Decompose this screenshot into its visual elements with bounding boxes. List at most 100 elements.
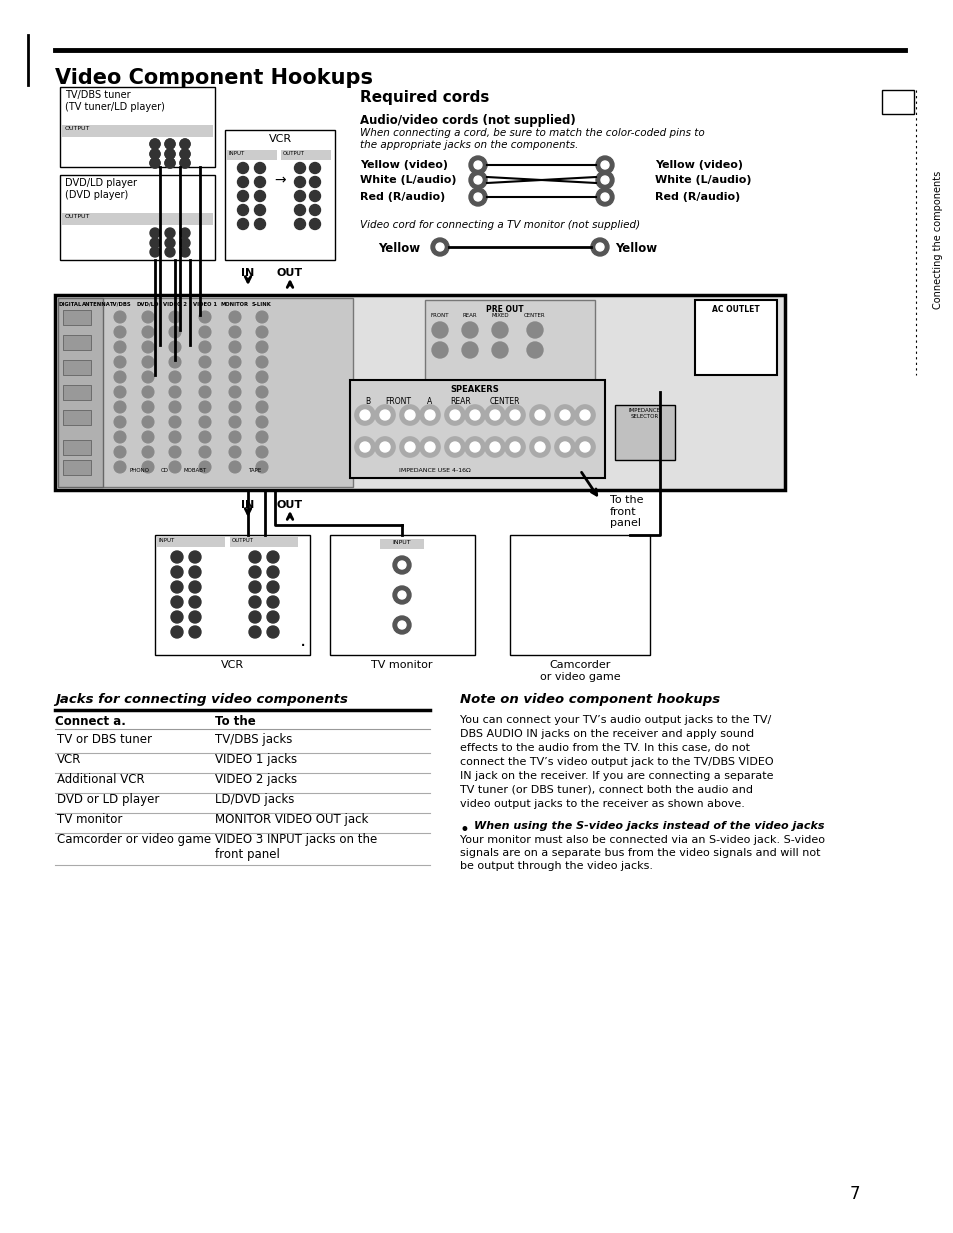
Circle shape [596,243,603,252]
Circle shape [169,326,181,338]
Circle shape [180,238,190,248]
Circle shape [535,411,544,420]
Bar [60,175,214,260]
Text: INPUT: INPUT [159,538,175,543]
Text: Jacks for connecting video components: Jacks for connecting video components [55,693,348,707]
Text: MOBABT: MOBABT [183,469,207,473]
Circle shape [444,436,464,457]
Circle shape [596,157,614,174]
Text: When using the S-video jacks instead of the video jacks: When using the S-video jacks instead of … [474,821,823,831]
Circle shape [405,411,415,420]
Circle shape [64,386,76,398]
Circle shape [469,187,486,206]
Text: To the: To the [214,715,255,727]
Text: White (L/audio): White (L/audio) [359,175,456,185]
Circle shape [199,386,211,398]
Text: REAR: REAR [462,313,476,318]
Circle shape [237,218,248,229]
Text: Yellow (video): Yellow (video) [655,160,742,170]
Circle shape [90,326,102,338]
Circle shape [90,371,102,383]
Text: effects to the audio from the TV. In this case, do not: effects to the audio from the TV. In thi… [459,743,749,753]
Circle shape [113,432,126,443]
Circle shape [171,626,183,637]
Bar [63,411,91,425]
Circle shape [113,446,126,457]
Circle shape [504,404,524,425]
Circle shape [255,371,268,383]
Circle shape [199,356,211,367]
Circle shape [64,326,76,338]
Circle shape [64,401,76,413]
Circle shape [255,311,268,323]
Circle shape [379,441,390,453]
Circle shape [393,616,411,634]
Circle shape [309,218,320,229]
Circle shape [399,436,419,457]
Text: B: B [365,397,370,406]
Text: AC OUTLET: AC OUTLET [711,305,760,314]
Circle shape [294,163,305,174]
Text: TV or DBS tuner: TV or DBS tuner [57,732,152,746]
Circle shape [142,371,153,383]
Text: VCR: VCR [57,753,81,766]
Bar [695,300,776,375]
Circle shape [150,238,160,248]
Circle shape [450,441,459,453]
Text: VIDEO 2: VIDEO 2 [163,302,187,307]
Text: MONITOR VIDEO OUT jack: MONITOR VIDEO OUT jack [214,813,368,826]
Circle shape [169,416,181,428]
Text: FRONT: FRONT [385,397,411,406]
Text: REAR: REAR [450,397,470,406]
Circle shape [424,411,435,420]
Circle shape [90,461,102,473]
Circle shape [555,436,575,457]
Text: PHONO: PHONO [130,469,150,473]
Circle shape [169,371,181,383]
Circle shape [600,194,608,201]
Circle shape [150,228,160,238]
Text: DVD/LD player
(DVD player): DVD/LD player (DVD player) [65,178,137,200]
Circle shape [267,581,278,593]
Circle shape [432,342,448,358]
Circle shape [171,596,183,608]
Circle shape [90,432,102,443]
Text: White (L/audio): White (L/audio) [655,175,751,185]
Circle shape [189,596,201,608]
Bar [157,538,225,547]
Circle shape [559,411,569,420]
Text: .: . [299,630,306,650]
Text: LD/DVD jacks: LD/DVD jacks [214,793,294,806]
Circle shape [492,322,507,338]
Circle shape [165,228,174,238]
Circle shape [530,404,550,425]
Text: →: → [274,173,286,187]
Text: MONITOR: MONITOR [221,302,249,307]
Circle shape [255,401,268,413]
Circle shape [180,158,190,168]
Circle shape [474,162,481,169]
Text: Red (R/audio): Red (R/audio) [655,192,740,202]
Text: VCR: VCR [220,660,243,670]
Bar [230,538,297,547]
Circle shape [596,171,614,189]
Circle shape [526,342,542,358]
Circle shape [379,411,390,420]
Circle shape [255,356,268,367]
Text: Connect a.: Connect a. [55,715,126,727]
Text: Note on video component hookups: Note on video component hookups [459,693,720,707]
Text: TV tuner (or DBS tuner), connect both the audio and: TV tuner (or DBS tuner), connect both th… [459,785,752,795]
Text: A: A [427,397,432,406]
Text: VCR: VCR [268,134,292,144]
Circle shape [165,158,174,168]
Text: DVD or LD player: DVD or LD player [57,793,159,806]
Circle shape [419,436,439,457]
Text: Video cord for connecting a TV monitor (not supplied): Video cord for connecting a TV monitor (… [359,219,639,231]
Circle shape [579,441,589,453]
Circle shape [90,386,102,398]
Text: Camcorder or video game: Camcorder or video game [57,834,211,846]
Text: OUT: OUT [276,501,303,510]
Text: TV/DBS jacks: TV/DBS jacks [214,732,292,746]
Circle shape [171,566,183,578]
Circle shape [113,311,126,323]
